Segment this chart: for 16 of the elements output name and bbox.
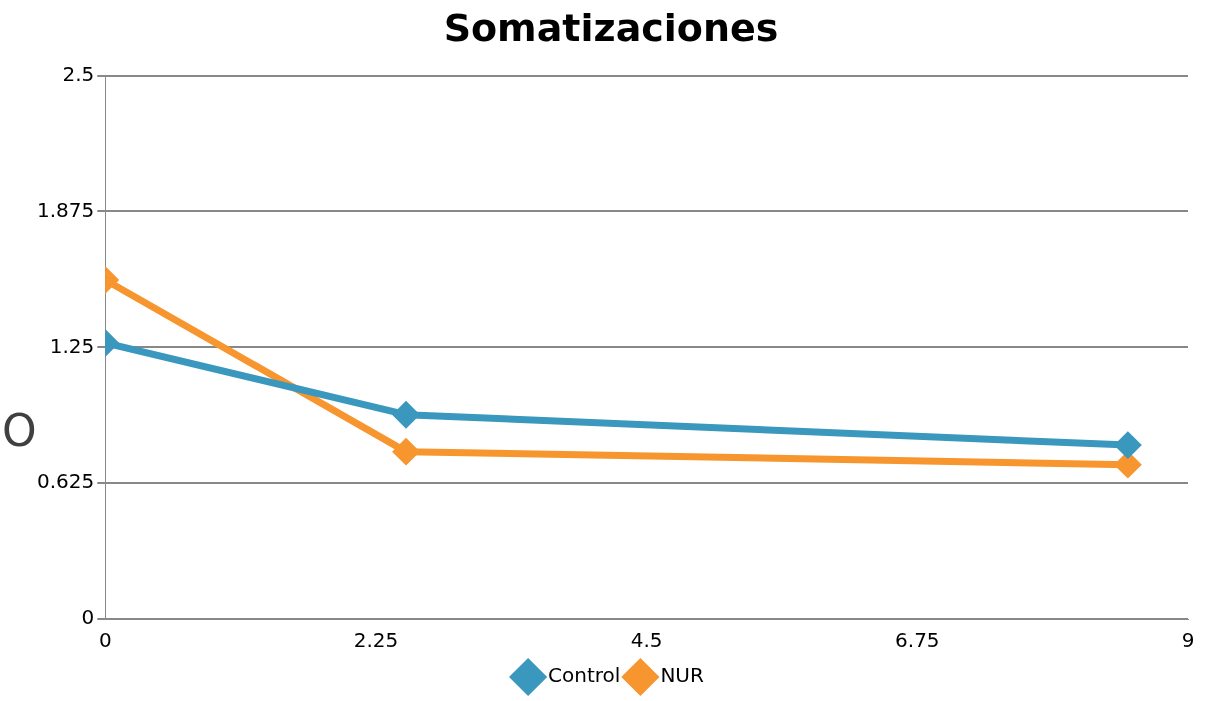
chart-title: Somatizaciones [443, 5, 779, 50]
x-tick-label: 9 [1181, 628, 1195, 653]
point [1115, 452, 1141, 478]
point [1115, 432, 1141, 458]
x-tick-label: 4.5 [630, 628, 663, 653]
legend-label: Control [548, 663, 621, 688]
legend-label: NUR [660, 663, 704, 688]
y-tick-label: 0 [81, 605, 95, 630]
y-tick-label: 1.25 [49, 333, 95, 358]
y-tick-label: 0.625 [36, 469, 95, 494]
x-tick-label: 6.75 [895, 628, 940, 653]
y-tick-label: 2.5 [62, 61, 95, 86]
x-tick-label: 2.25 [353, 628, 399, 653]
x-tick-label: 0 [98, 628, 112, 653]
y-tick-label: 1.875 [36, 197, 95, 222]
text: O [2, 405, 37, 457]
